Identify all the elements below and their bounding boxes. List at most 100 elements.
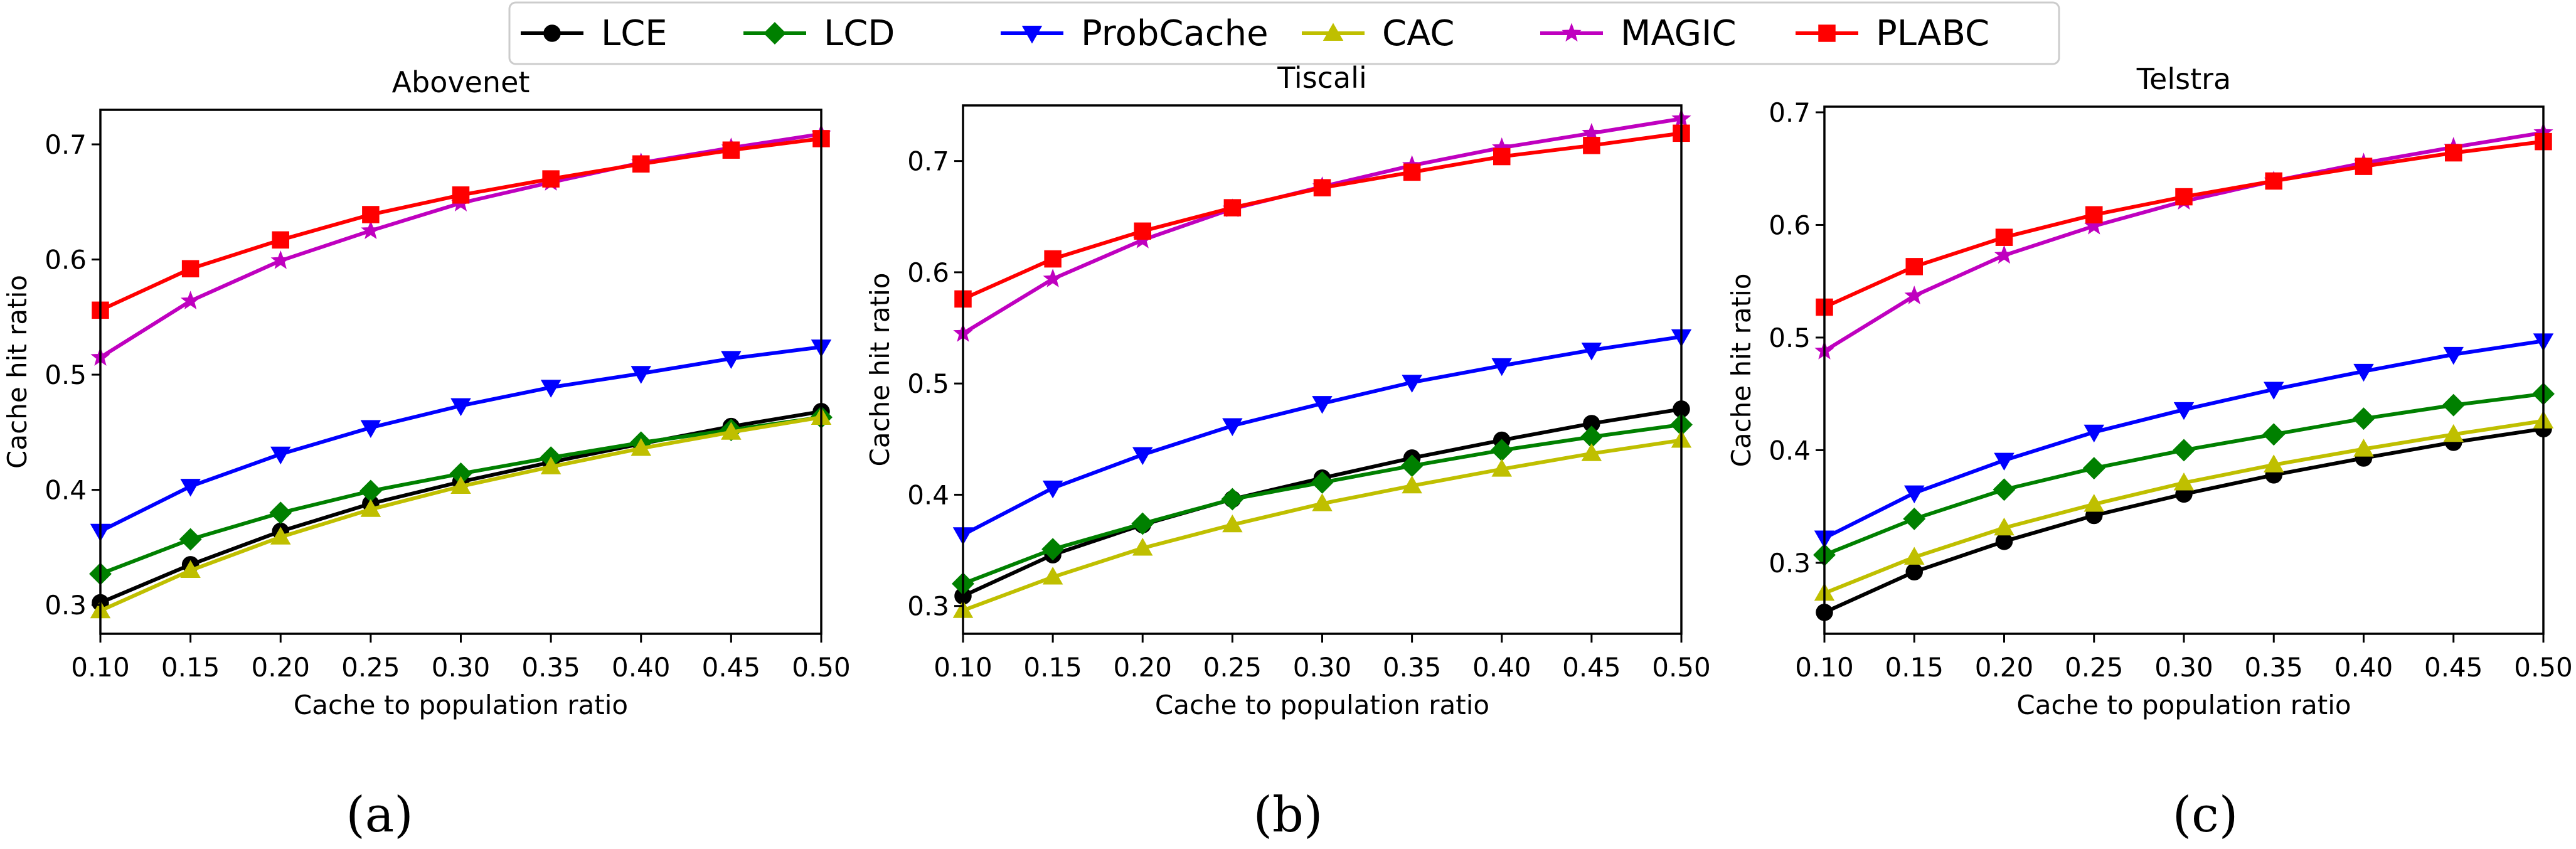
y-tick-label: 0.3 xyxy=(907,591,949,622)
y-tick-label: 0.7 xyxy=(907,146,949,177)
y-tick-label: 0.4 xyxy=(907,479,949,510)
data-point-cac xyxy=(450,476,471,494)
series-cac xyxy=(90,407,832,619)
series-line-cac xyxy=(962,438,1682,612)
data-point-cac xyxy=(1222,514,1243,533)
data-point-probcache xyxy=(1312,396,1333,414)
y-axis-label: Cache hit ratio xyxy=(2,275,33,469)
data-point-cac xyxy=(1491,459,1512,477)
y-tick-label: 0.5 xyxy=(1769,323,1811,353)
data-point-probcache xyxy=(540,380,562,398)
data-point-cac xyxy=(2264,454,2284,473)
data-point-lcd xyxy=(1131,512,1154,535)
x-tick-label: 0.15 xyxy=(1023,652,1082,683)
legend: LCE LCD ProbCache CAC MAGIC PLABC xyxy=(508,1,2060,65)
series-line-lcd xyxy=(99,415,822,576)
series-line-probcache xyxy=(99,345,822,533)
data-point-lcd xyxy=(2442,393,2465,417)
data-point-cac xyxy=(1581,443,1602,461)
y-tick-label: 0.3 xyxy=(1769,548,1811,579)
series-line-plabc xyxy=(962,131,1682,301)
series-line-magic xyxy=(99,132,822,360)
series-magic xyxy=(90,124,831,366)
data-point-plabc xyxy=(2265,172,2282,190)
data-point-plabc xyxy=(2175,188,2193,206)
x-tick-label: 0.40 xyxy=(612,652,671,683)
panel-telstra: 0.10 0.15 0.20 0.25 0.30 0.35 0.40 0.45 0.50 0.3 0… xyxy=(1726,62,2573,843)
panel-label: (c) xyxy=(2173,787,2238,843)
data-point-lcd xyxy=(179,528,202,551)
data-point-plabc xyxy=(542,170,560,188)
data-point-lcd xyxy=(269,501,292,525)
data-point-cac xyxy=(2443,424,2464,442)
x-tick-label: 0.30 xyxy=(2154,652,2213,683)
marker-probcache xyxy=(1021,26,1043,44)
legend-label: LCD xyxy=(824,13,895,54)
x-tick-label: 0.10 xyxy=(934,652,993,683)
data-point-magic xyxy=(1994,245,2014,264)
axes-frame xyxy=(1823,105,2545,635)
x-tick-label: 0.10 xyxy=(71,652,130,683)
legend-label: PLABC xyxy=(1876,13,1989,54)
series-probcache xyxy=(90,339,832,542)
data-point-plabc xyxy=(362,206,380,223)
x-tick-label: 0.25 xyxy=(1203,652,1262,683)
x-tick-label: 0.45 xyxy=(1562,652,1621,683)
series-line-magic xyxy=(1823,131,2544,353)
data-point-cac xyxy=(1994,517,2014,536)
data-point-cac xyxy=(180,560,201,579)
data-point-magic xyxy=(1904,286,1924,304)
data-point-plabc xyxy=(181,260,200,278)
data-point-probcache xyxy=(450,398,471,417)
data-point-lcd xyxy=(2262,423,2286,446)
y-tick-label: 0.7 xyxy=(45,129,87,160)
data-point-magic xyxy=(1043,269,1063,287)
data-point-cac xyxy=(1904,547,1925,565)
data-point-probcache xyxy=(1042,480,1063,499)
series-line-plabc xyxy=(1823,139,2544,309)
data-point-probcache xyxy=(2443,346,2464,365)
data-point-lcd xyxy=(1903,507,1926,530)
legend-entry-cac: CAC xyxy=(1302,13,1455,54)
data-point-lcd xyxy=(359,479,382,503)
data-point-cac xyxy=(1312,493,1333,511)
x-tick-label: 0.35 xyxy=(2244,652,2303,683)
data-point-cac xyxy=(2084,494,2104,512)
panel-title: Telstra xyxy=(2136,62,2231,96)
y-tick-label: 0.4 xyxy=(45,475,87,506)
data-point-probcache xyxy=(721,351,742,369)
legend-label: ProbCache xyxy=(1081,13,1269,54)
series-line-cac xyxy=(99,415,822,613)
x-tick-label: 0.45 xyxy=(702,652,761,683)
marker-magic xyxy=(1562,23,1582,42)
data-point-plabc xyxy=(2445,144,2462,162)
x-tick-label: 0.35 xyxy=(1383,652,1442,683)
legend-frame xyxy=(508,1,2060,65)
legend-entry-magic: MAGIC xyxy=(1540,13,1737,54)
legend-entry-lcd: LCD xyxy=(743,13,895,54)
x-tick-label: 0.45 xyxy=(2424,652,2483,683)
series-plabc xyxy=(1816,132,2552,316)
series-plabc xyxy=(954,124,1690,308)
data-point-lcd xyxy=(2352,407,2375,430)
panel-title: Tiscali xyxy=(1277,61,1366,95)
data-point-plabc xyxy=(272,231,289,249)
data-point-cac xyxy=(540,456,562,474)
series-line-plabc xyxy=(99,136,822,312)
data-point-magic xyxy=(270,250,290,269)
x-axis-label: Cache to population ratio xyxy=(1155,690,1489,720)
x-tick-label: 0.40 xyxy=(1472,652,1531,683)
marker-cac xyxy=(1323,23,1344,41)
data-point-probcache xyxy=(1581,343,1602,361)
data-point-probcache xyxy=(631,366,651,384)
data-point-lcd xyxy=(1993,478,2016,501)
legend-entry-lce: LCE xyxy=(521,13,668,54)
series-line-lce xyxy=(99,409,822,605)
data-point-plabc xyxy=(2355,158,2373,175)
y-tick-label: 0.7 xyxy=(1769,97,1811,128)
data-point-cac xyxy=(1042,567,1063,585)
data-point-lce xyxy=(1905,563,1923,581)
x-tick-label: 0.15 xyxy=(161,652,220,683)
data-point-cac xyxy=(1132,538,1153,556)
